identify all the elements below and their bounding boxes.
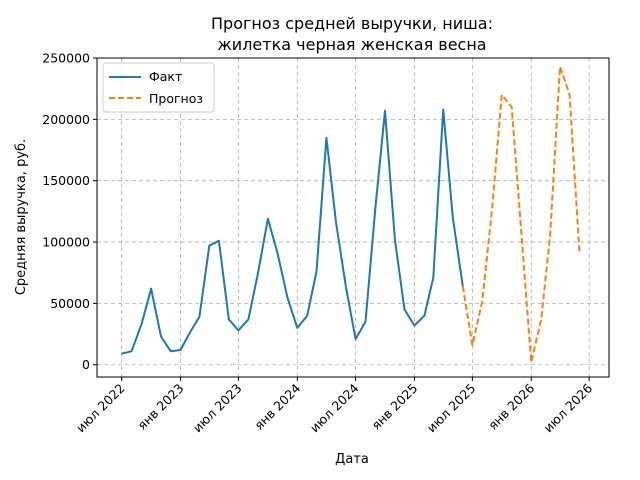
data-point — [198, 315, 201, 318]
x-axis-label: Дата — [335, 452, 369, 467]
data-point — [520, 231, 523, 234]
data-point — [383, 109, 386, 112]
data-point — [334, 221, 337, 224]
chart-title-line1: Прогноз средней выручки, ниша: — [211, 14, 493, 33]
plot-frame — [96, 57, 610, 378]
series-line-forecast — [461, 65, 581, 364]
data-point — [159, 335, 162, 338]
legend: Факт Прогноз — [102, 62, 215, 113]
data-point — [374, 206, 377, 209]
data-point — [393, 238, 396, 241]
legend-box — [102, 62, 215, 113]
data-point — [451, 216, 454, 219]
data-point — [500, 93, 503, 96]
legend-label-forecast: Прогноз — [149, 91, 203, 106]
data-point — [423, 314, 426, 317]
x-tick-label: июл 2026 — [541, 380, 596, 435]
data-point — [208, 244, 211, 247]
data-point — [540, 318, 543, 321]
data-point — [413, 324, 416, 327]
data-point — [247, 318, 250, 321]
y-tick-label: 0 — [82, 357, 90, 372]
data-point — [510, 105, 513, 108]
data-point — [120, 352, 123, 355]
x-tick-label: янв 2026 — [485, 380, 537, 432]
x-tick-label: июл 2025 — [424, 381, 479, 436]
data-point — [227, 318, 230, 321]
data-point — [461, 285, 464, 288]
series-layer — [120, 65, 581, 364]
x-tick-label: янв 2024 — [251, 380, 303, 432]
data-point — [530, 361, 533, 364]
y-tick-label: 200000 — [42, 112, 90, 127]
series-line-fact — [121, 108, 464, 355]
data-point — [266, 217, 269, 220]
data-point — [217, 239, 220, 242]
data-point — [491, 206, 494, 209]
y-tick-label: 150000 — [42, 173, 90, 188]
chart-title-line2: жилетка черная женская весна — [217, 35, 486, 54]
y-tick-label: 50000 — [50, 296, 90, 311]
data-point — [315, 270, 318, 273]
data-point — [306, 314, 309, 317]
data-point — [149, 287, 152, 290]
data-point — [286, 296, 289, 299]
data-point — [130, 350, 133, 353]
x-tick-label: янв 2025 — [368, 381, 420, 433]
data-point — [442, 108, 445, 111]
x-axis: июл 2022 янв 2023 июл 2023 янв 2024 июл 2024… — [73, 377, 595, 435]
x-tick-label: июл 2024 — [307, 380, 362, 435]
y-axis: 0 50000 100000 150000 200000 250000 — [42, 51, 97, 372]
x-tick-label: июл 2023 — [190, 381, 245, 436]
data-point — [296, 326, 299, 329]
data-point — [558, 65, 561, 68]
data-point — [364, 320, 367, 323]
data-point — [578, 253, 581, 256]
data-point — [481, 299, 484, 302]
data-point — [189, 330, 192, 333]
data-point — [403, 308, 406, 311]
data-point — [276, 253, 279, 256]
data-point — [325, 136, 328, 139]
data-point — [471, 344, 474, 347]
data-point — [140, 323, 143, 326]
y-tick-label: 100000 — [42, 235, 90, 250]
data-point — [237, 329, 240, 332]
y-tick-label: 250000 — [42, 51, 90, 66]
legend-label-fact: Факт — [149, 69, 182, 84]
data-point — [549, 234, 552, 237]
data-point — [568, 93, 571, 96]
data-point — [257, 270, 260, 273]
x-tick-label: июл 2022 — [73, 381, 128, 436]
data-point — [169, 350, 172, 353]
data-point — [432, 276, 435, 279]
data-point — [354, 337, 357, 340]
x-tick-label: янв 2023 — [134, 381, 186, 433]
y-axis-label: Средняя выручка, руб. — [14, 139, 29, 295]
data-point — [179, 348, 182, 351]
data-point — [344, 286, 347, 289]
